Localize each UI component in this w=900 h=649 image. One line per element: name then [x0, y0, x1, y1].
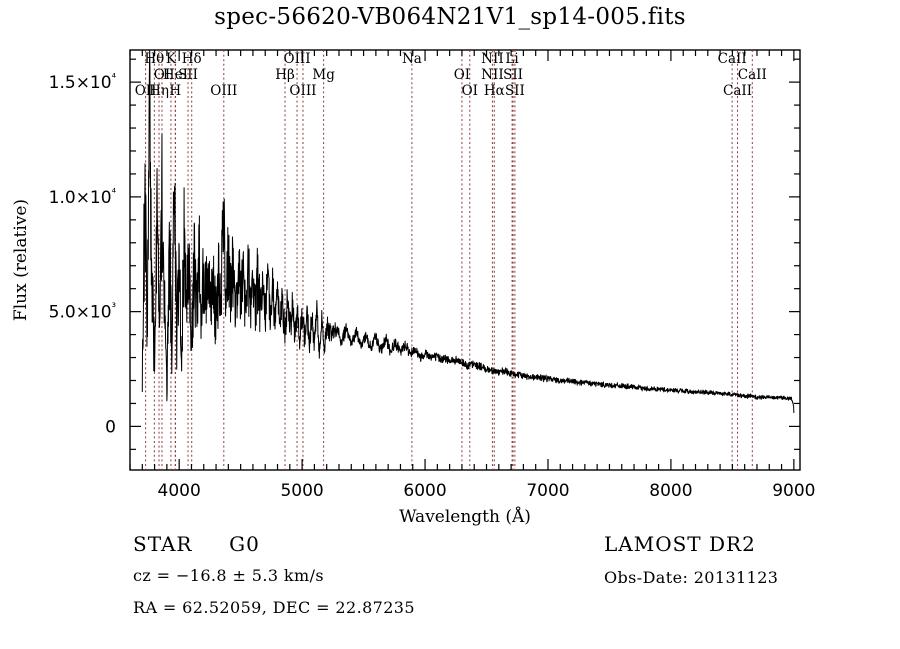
spectral-line-label: Hθ	[144, 51, 164, 67]
spectral-line-label: Hβ	[275, 67, 295, 83]
spectral-line-label: CaII	[718, 51, 747, 67]
spectrum-trace	[141, 49, 795, 414]
spectral-line-label: CaII	[738, 67, 767, 83]
spectral-line-label: OI	[462, 83, 478, 99]
x-tick-label: 6000	[403, 481, 446, 501]
x-axis-title: Wavelength (Å)	[399, 506, 531, 527]
x-tick-label: 7000	[526, 481, 569, 501]
page-title: spec-56620-VB064N21V1_sp14-005.fits	[214, 4, 686, 30]
spectral-line-label: OI	[154, 67, 170, 83]
x-tick-label: 4000	[158, 481, 201, 501]
spectral-line-label: SII	[178, 67, 198, 83]
y-tick-label: 0	[105, 417, 116, 437]
observation-date: Obs-Date: 20131123	[604, 568, 779, 587]
spectral-line-label: OIII	[210, 83, 237, 99]
axis-titles: Wavelength (Å) Flux (relative)	[11, 199, 531, 527]
y-tick-label: 1.0×10⁴	[49, 186, 117, 208]
spectral-line-label: K	[166, 51, 177, 67]
spectral-line-markers	[145, 50, 753, 470]
spectral-line-label: Hδ	[182, 51, 202, 67]
spectral-line-labels: OIIHθHηOIKHHeIHδSIIOIIIHβOIIIOIIIMgNaOIO…	[135, 51, 767, 99]
spectral-line-label: NII	[481, 67, 503, 83]
x-tick-label: 5000	[280, 481, 323, 501]
spectral-line-label: OIII	[284, 51, 311, 67]
axis-ticks	[129, 50, 800, 470]
survey-name: LAMOST DR2	[604, 532, 756, 556]
y-tick-label: 1.5×10⁴	[49, 71, 117, 93]
spectral-line-label: OII	[135, 83, 157, 99]
spectrum-chart: 4000 5000 6000 7000 8000 9000 0 5.0×10³ 1.0×10⁴ 1…	[11, 49, 816, 527]
spectral-line-label: OI	[454, 67, 470, 83]
spectral-line-label: Na	[402, 51, 422, 67]
x-tick-label: 9000	[772, 481, 815, 501]
spectral-line-label: NII	[481, 51, 503, 67]
spectral-line-label: Li	[505, 51, 519, 67]
y-axis-title: Flux (relative)	[11, 199, 31, 321]
spectral-line-label: SII	[503, 67, 523, 83]
object-class: STAR	[133, 532, 193, 556]
y-tick-label: 5.0×10³	[49, 301, 116, 323]
spectral-line-label: Hα	[484, 83, 505, 99]
spectral-type: G0	[229, 532, 260, 556]
spectral-line-label: H	[169, 83, 181, 99]
spectral-line-label: Mg	[312, 67, 335, 83]
spectral-line-label: OIII	[289, 83, 316, 99]
spectral-line-label: CaII	[723, 83, 752, 99]
spectral-line-label: SII	[505, 83, 525, 99]
spectral-line-label: HeI	[163, 67, 188, 83]
spectral-line-label: Hη	[149, 83, 169, 99]
axis-tick-labels: 4000 5000 6000 7000 8000 9000 0 5.0×10³ 1.0×10⁴ 1…	[49, 71, 816, 501]
x-tick-label: 8000	[649, 481, 692, 501]
object-classification: STAR G0	[133, 532, 260, 556]
axes-frame	[129, 49, 801, 471]
radial-velocity: cz = −16.8 ± 5.3 km/s	[133, 566, 324, 585]
coordinates: RA = 62.52059, DEC = 22.87235	[133, 598, 415, 617]
